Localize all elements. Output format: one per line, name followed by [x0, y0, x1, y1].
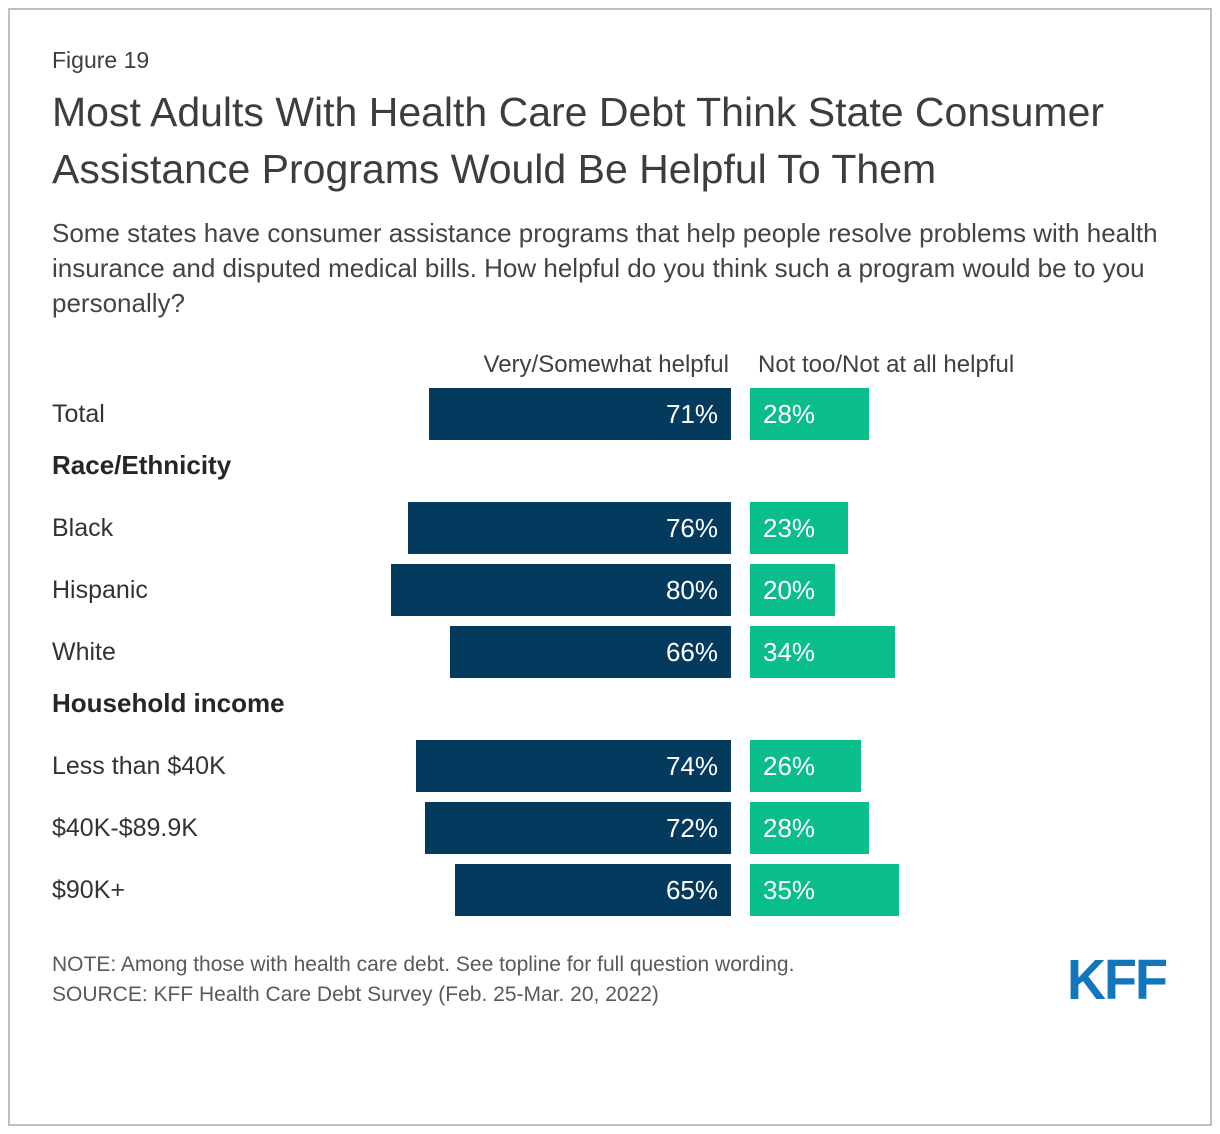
helpful-bar: 74%	[416, 740, 731, 792]
not-helpful-bar: 28%	[750, 802, 869, 854]
row-label: $40K-$89.9K	[52, 813, 198, 842]
series-header-helpful: Very/Somewhat helpful	[483, 351, 729, 378]
helpful-bar-zone: 71%	[391, 388, 731, 440]
not-helpful-bar-zone: 28%	[750, 802, 1168, 854]
not-helpful-bar: 28%	[750, 388, 869, 440]
not-helpful-bar-zone: 26%	[750, 740, 1168, 792]
series-header-not-helpful: Not too/Not at all helpful	[758, 351, 1015, 378]
row-label: White	[52, 637, 116, 666]
helpful-bar-zone: 66%	[391, 626, 731, 678]
chart-row: Hispanic 80% 20%	[52, 564, 1168, 616]
row-label: Hispanic	[52, 575, 148, 604]
not-helpful-bar-zone: 23%	[750, 502, 1168, 554]
chart-subtitle: Some states have consumer assistance pro…	[52, 218, 1158, 318]
series-headers: Very/Somewhat helpful Not too/Not at all…	[52, 351, 1168, 379]
footer: NOTE: Among those with health care debt.…	[52, 950, 1168, 1010]
helpful-bar: 80%	[391, 564, 731, 616]
chart-row: $90K+ 65% 35%	[52, 864, 1168, 916]
not-helpful-bar: 34%	[750, 626, 895, 678]
helpful-bar-zone: 76%	[391, 502, 731, 554]
row-label: Total	[52, 399, 105, 428]
not-helpful-bar: 20%	[750, 564, 835, 616]
note-text: NOTE: Among those with health care debt.…	[52, 953, 795, 976]
section-header: Household income	[52, 688, 285, 718]
helpful-bar: 66%	[450, 626, 731, 678]
helpful-bar: 76%	[408, 502, 731, 554]
chart-rows: Total 71% 28% Race/Ethnicity Black 76% 23% Hisp…	[52, 388, 1168, 916]
row-label: Black	[52, 513, 114, 542]
row-label: Less than $40K	[52, 751, 226, 780]
figure-frame: Figure 19 Most Adults With Health Care D…	[8, 8, 1212, 1126]
section-header: Race/Ethnicity	[52, 450, 232, 480]
helpful-bar-zone: 72%	[391, 802, 731, 854]
not-helpful-bar-zone: 34%	[750, 626, 1168, 678]
figure-label: Figure 19	[52, 47, 150, 73]
chart-row: White 66% 34%	[52, 626, 1168, 678]
helpful-bar: 72%	[425, 802, 731, 854]
kff-logo: KFF	[1067, 948, 1168, 1012]
not-helpful-bar: 26%	[750, 740, 861, 792]
helpful-bar: 65%	[455, 864, 731, 916]
helpful-bar-zone: 74%	[391, 740, 731, 792]
chart-row: Total 71% 28%	[52, 388, 1168, 440]
source-text: SOURCE: KFF Health Care Debt Survey (Feb…	[52, 983, 659, 1006]
footnotes: NOTE: Among those with health care debt.…	[52, 950, 794, 1010]
helpful-bar-zone: 65%	[391, 864, 731, 916]
chart-title: Most Adults With Health Care Debt Think …	[52, 89, 1105, 192]
row-label: $90K+	[52, 875, 125, 904]
not-helpful-bar-zone: 35%	[750, 864, 1168, 916]
not-helpful-bar: 35%	[750, 864, 899, 916]
chart-row: Less than $40K 74% 26%	[52, 740, 1168, 792]
chart-row: Black 76% 23%	[52, 502, 1168, 554]
not-helpful-bar: 23%	[750, 502, 848, 554]
not-helpful-bar-zone: 20%	[750, 564, 1168, 616]
chart-row: $40K-$89.9K 72% 28%	[52, 802, 1168, 854]
helpful-bar-zone: 80%	[391, 564, 731, 616]
not-helpful-bar-zone: 28%	[750, 388, 1168, 440]
helpful-bar: 71%	[429, 388, 731, 440]
